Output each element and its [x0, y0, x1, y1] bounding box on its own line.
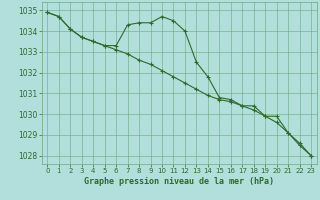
X-axis label: Graphe pression niveau de la mer (hPa): Graphe pression niveau de la mer (hPa): [84, 177, 274, 186]
